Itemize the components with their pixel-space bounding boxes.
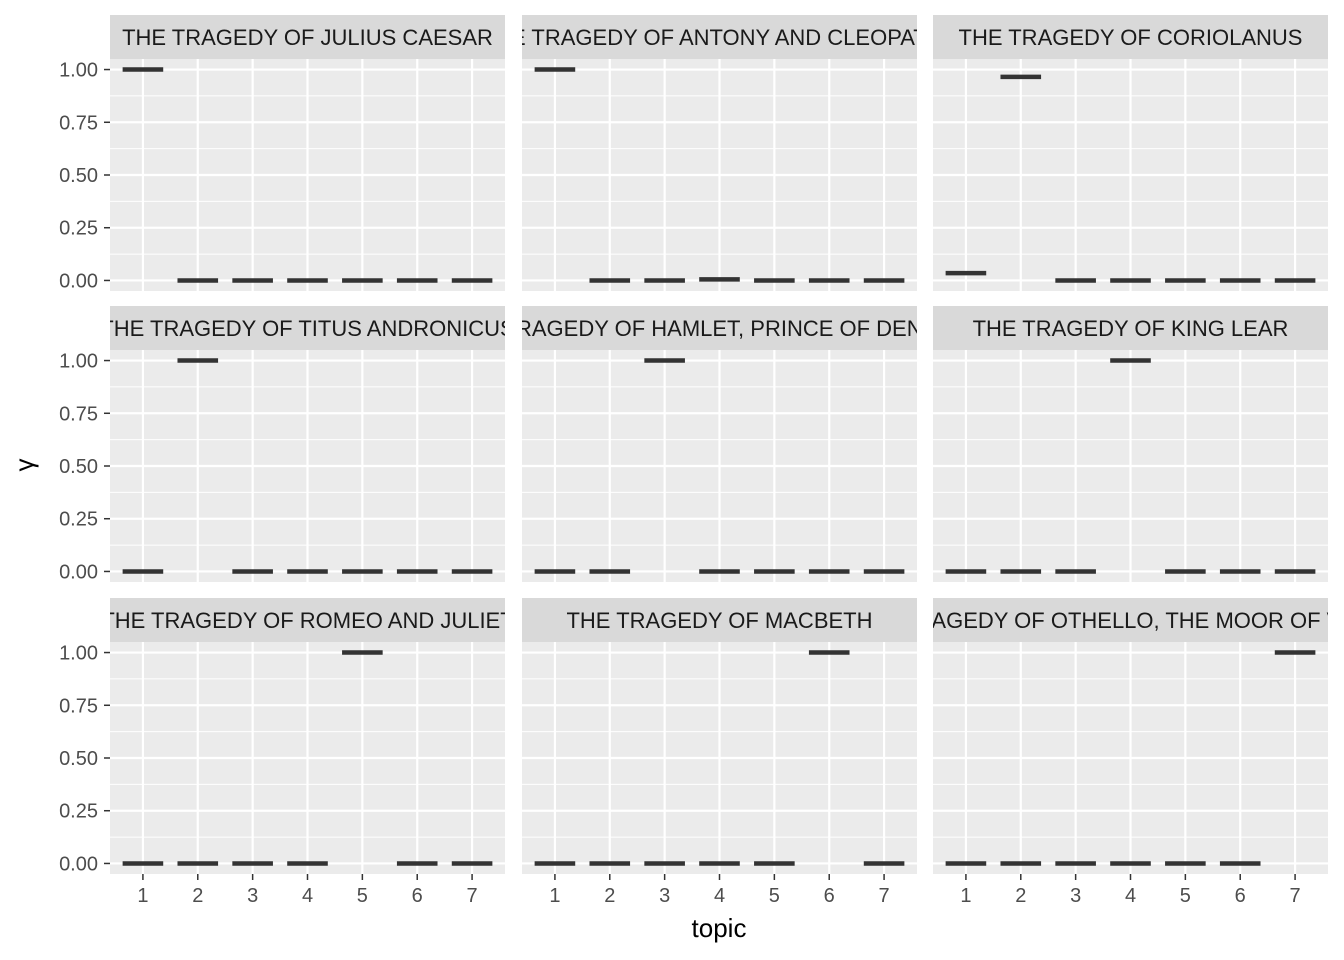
y-tick-label: 1.00 (59, 351, 98, 373)
facet-strip (933, 306, 1328, 350)
facet-panel-3: THE TRAGEDY OF CORIOLANUS (933, 15, 1328, 291)
y-tick-label: 1.00 (59, 60, 98, 82)
x-tick-label: 4 (1125, 885, 1136, 907)
x-tick-label: 7 (879, 885, 890, 907)
facet-title: THE TRAGEDY OF ANTONY AND CLEOPATRA (482, 25, 958, 50)
y-tick-label: 0.25 (59, 218, 98, 240)
y-tick-label: 0.75 (59, 112, 98, 134)
y-tick-label: 0.00 (59, 561, 98, 583)
facet-panel-7: THE TRAGEDY OF ROMEO AND JULIET 0.00 0.25 0… (59, 598, 513, 907)
y-tick-label: 1.00 (59, 643, 98, 665)
x-tick-label: 2 (1015, 885, 1026, 907)
facet-panel-2: THE TRAGEDY OF ANTONY AND CLEOPATRA (482, 15, 958, 291)
x-tick-label: 7 (467, 885, 478, 907)
facet-strip (522, 15, 917, 59)
facet-panel-1: THE TRAGEDY OF JULIUS CAESAR 0.00 0.25 0.50… (59, 15, 505, 292)
facet-panel-9: THE TRAGEDY OF OTHELLO, THE MOOR OF VENI… (852, 598, 1344, 907)
x-tick-label: 6 (1235, 885, 1246, 907)
x-tick-label: 1 (137, 885, 148, 907)
y-tick-label: 0.25 (59, 509, 98, 531)
x-axis-title: topic (692, 913, 747, 943)
facet-title: THE TRAGEDY OF JULIUS CAESAR (122, 25, 493, 50)
facet-panel-4: THE TRAGEDY OF TITUS ANDRONICUS 0.00 0.25 0… (59, 306, 514, 583)
facet-strip (522, 306, 917, 350)
facet-title: THE TRAGEDY OF MACBETH (566, 608, 872, 633)
x-tick-label: 6 (412, 885, 423, 907)
x-tick-label: 3 (1070, 885, 1081, 907)
x-tick-label: 5 (1180, 885, 1191, 907)
x-tick-label: 1 (549, 885, 560, 907)
y-tick-label: 0.50 (59, 456, 98, 478)
x-tick-label: 3 (659, 885, 670, 907)
x-tick-label: 5 (769, 885, 780, 907)
facet-strip (522, 598, 917, 642)
facet-strip (110, 598, 505, 642)
y-tick-label: 0.50 (59, 165, 98, 187)
facet-title: THE TRAGEDY OF ROMEO AND JULIET (101, 608, 513, 633)
x-tick-label: 2 (604, 885, 615, 907)
y-tick-label: 0.00 (59, 853, 98, 875)
x-tick-label: 6 (824, 885, 835, 907)
facet-strip (110, 15, 505, 59)
facet-strip (933, 598, 1328, 642)
y-tick-label: 0.75 (59, 695, 98, 717)
x-tick-label: 2 (192, 885, 203, 907)
x-tick-label: 1 (960, 885, 971, 907)
y-tick-label: 0.00 (59, 270, 98, 292)
facet-panel-6: THE TRAGEDY OF KING LEAR (933, 306, 1328, 582)
y-tick-label: 0.25 (59, 801, 98, 823)
facet-title: THE TRAGEDY OF HAMLET, PRINCE OF DENMARK (453, 316, 987, 341)
facet-panel-8: THE TRAGEDY OF MACBETH 1 2 3 4 5 6 7 (522, 598, 917, 907)
x-tick-label: 4 (302, 885, 313, 907)
facet-title: THE TRAGEDY OF CORIOLANUS (959, 25, 1303, 50)
y-tick-label: 0.75 (59, 403, 98, 425)
facet-title: THE TRAGEDY OF OTHELLO, THE MOOR OF VENI… (852, 608, 1344, 633)
facet-strip (110, 306, 505, 350)
x-tick-label: 4 (714, 885, 725, 907)
x-tick-label: 7 (1290, 885, 1301, 907)
facet-panel-5: THE TRAGEDY OF HAMLET, PRINCE OF DENMARK (453, 306, 987, 582)
x-tick-label: 5 (357, 885, 368, 907)
facet-title: THE TRAGEDY OF TITUS ANDRONICUS (100, 316, 514, 341)
y-axis-title: γ (9, 459, 39, 472)
y-tick-label: 0.50 (59, 748, 98, 770)
facet-strip (933, 15, 1328, 59)
x-tick-label: 3 (247, 885, 258, 907)
facet-title: THE TRAGEDY OF KING LEAR (973, 316, 1289, 341)
